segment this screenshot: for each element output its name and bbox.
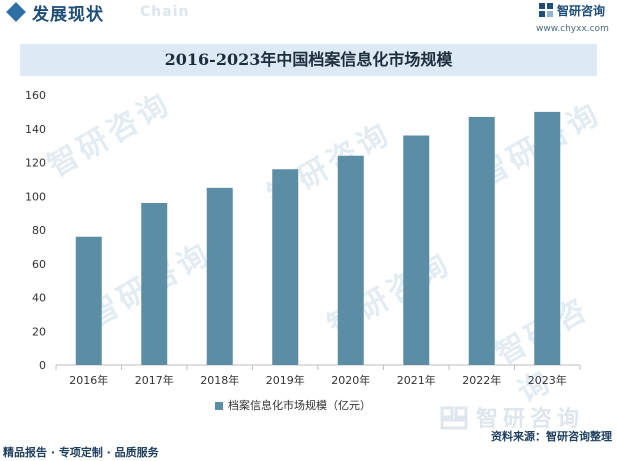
y-tick-label: 20 xyxy=(32,325,46,338)
x-tick-label: 2017年 xyxy=(135,373,174,387)
bar xyxy=(272,169,299,365)
footer-brand: 智研咨询 xyxy=(476,407,585,432)
section-subtitle: Chain xyxy=(140,4,190,20)
x-tick-label: 2019年 xyxy=(266,373,305,387)
y-tick-label: 140 xyxy=(25,123,46,136)
y-tick-label: 0 xyxy=(39,359,46,372)
y-tick-label: 160 xyxy=(25,89,46,102)
y-tick-label: 100 xyxy=(25,190,46,203)
x-tick-label: 2023年 xyxy=(528,373,567,387)
x-tick-label: 2016年 xyxy=(69,373,108,387)
y-tick-label: 120 xyxy=(25,157,46,170)
y-tick-label: 40 xyxy=(32,292,46,305)
bar xyxy=(403,135,430,365)
bar xyxy=(206,187,233,365)
bar xyxy=(75,236,102,365)
x-tick-label: 2018年 xyxy=(200,373,239,387)
bar xyxy=(141,203,168,365)
bar xyxy=(534,111,561,365)
bar xyxy=(468,116,495,365)
y-tick-label: 60 xyxy=(32,258,46,271)
legend-swatch xyxy=(215,402,223,410)
legend-label: 档案信息化市场规模（亿元） xyxy=(228,399,371,412)
bar-chart: 0 20 40 60 80 100 120 140 160 2016年 2017年 2018年 2019… xyxy=(25,89,581,387)
footer-tags: 精品报告 · 专项定制 · 品质服务 xyxy=(3,446,159,459)
x-tick-label: 2021年 xyxy=(397,373,436,387)
chart-title: 2016-2023年中国档案信息化市场规模 xyxy=(164,50,453,69)
brand-url: www.chyxx.com xyxy=(536,24,609,34)
brand-logo-icon xyxy=(539,3,553,17)
section-title: 发展现状 xyxy=(32,5,104,25)
data-source: 资料来源：智研咨询整理 xyxy=(491,430,612,443)
x-tick-label: 2020年 xyxy=(331,373,370,387)
bar xyxy=(337,155,364,365)
chart-title-band: 2016-2023年中国档案信息化市场规模 xyxy=(20,44,597,76)
y-tick-label: 80 xyxy=(32,224,46,237)
brand-name: 智研咨询 xyxy=(557,4,606,18)
footer-logo-icon xyxy=(440,406,468,430)
diamond-icon xyxy=(6,2,26,22)
header: 发展现状 Chain 智研咨询 www.chyxx.com xyxy=(0,0,617,40)
x-tick-label: 2022年 xyxy=(462,373,501,387)
